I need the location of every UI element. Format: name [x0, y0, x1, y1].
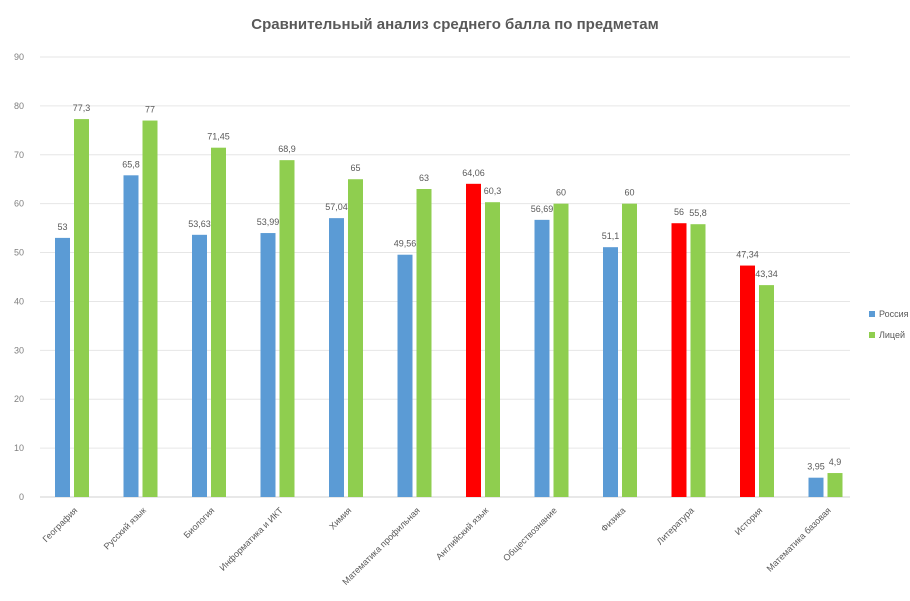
data-label: 43,34	[755, 269, 778, 279]
y-tick-label: 70	[14, 150, 24, 160]
data-label: 55,8	[689, 208, 707, 218]
data-label: 56,69	[531, 204, 554, 214]
y-tick-label: 40	[14, 296, 24, 306]
y-tick-label: 30	[14, 345, 24, 355]
bar	[74, 119, 89, 497]
data-label: 71,45	[207, 132, 230, 142]
y-tick-label: 80	[14, 101, 24, 111]
bar	[759, 285, 774, 497]
bar	[192, 234, 207, 497]
y-tick-label: 20	[14, 394, 24, 404]
bar	[123, 175, 139, 498]
bar	[466, 183, 481, 497]
data-label: 53,63	[188, 219, 211, 229]
data-label: 77	[145, 105, 155, 115]
bar	[329, 218, 344, 498]
data-label: 65	[350, 163, 360, 173]
data-label: 60,3	[484, 186, 502, 196]
bar	[671, 223, 687, 497]
data-label: 63	[419, 173, 429, 183]
bar	[416, 189, 432, 497]
bar	[534, 219, 550, 498]
data-label: 51,1	[602, 231, 620, 241]
bar	[553, 203, 569, 497]
data-label: 57,04	[325, 202, 348, 212]
data-label: 47,34	[736, 250, 759, 260]
bar	[485, 202, 500, 497]
bar	[55, 237, 70, 497]
data-label: 53,99	[257, 217, 280, 227]
legend-label: Россия	[879, 309, 909, 319]
bar	[603, 247, 618, 497]
data-label: 53	[57, 222, 67, 232]
data-label: 60	[556, 188, 566, 198]
bar	[808, 477, 824, 497]
bar	[211, 147, 226, 497]
data-label: 65,8	[122, 159, 140, 169]
y-tick-label: 50	[14, 248, 24, 258]
category-label: Химия	[327, 505, 353, 531]
chart-title: Сравнительный анализ среднего балла по п…	[251, 16, 659, 33]
y-tick-label: 60	[14, 199, 24, 209]
bar	[397, 254, 413, 497]
category-label: Математика профильная	[340, 505, 422, 587]
data-label: 49,56	[394, 239, 417, 249]
data-label: 60	[624, 188, 634, 198]
category-label: Обществознание	[501, 505, 559, 563]
legend-label: Лицей	[879, 330, 905, 340]
data-label: 56	[674, 207, 684, 217]
category-label: Русский язык	[102, 505, 148, 551]
data-label: 64,06	[462, 168, 485, 178]
data-label: 77,3	[73, 103, 91, 113]
bar	[740, 265, 755, 497]
data-label: 3,95	[807, 462, 825, 472]
category-label: Биология	[182, 505, 217, 540]
category-label: Информатика и ИКТ	[217, 505, 285, 573]
bar	[142, 120, 158, 498]
category-label: Английский язык	[434, 505, 490, 561]
category-label: История	[733, 505, 765, 537]
legend-swatch	[869, 332, 875, 338]
category-label: Физика	[599, 505, 627, 533]
bar	[348, 179, 363, 497]
category-label: Математика базовая	[765, 505, 833, 573]
bar	[260, 233, 276, 497]
y-tick-label: 0	[19, 492, 24, 502]
bar	[827, 473, 843, 497]
bar	[622, 203, 637, 497]
category-label: Литература	[655, 505, 696, 546]
y-tick-label: 90	[14, 52, 24, 62]
legend-swatch	[869, 311, 875, 317]
data-label: 68,9	[278, 144, 296, 154]
data-label: 4,9	[829, 457, 842, 467]
bar	[690, 224, 706, 497]
bar	[279, 160, 295, 497]
y-tick-label: 10	[14, 443, 24, 453]
category-label: География	[41, 505, 80, 544]
